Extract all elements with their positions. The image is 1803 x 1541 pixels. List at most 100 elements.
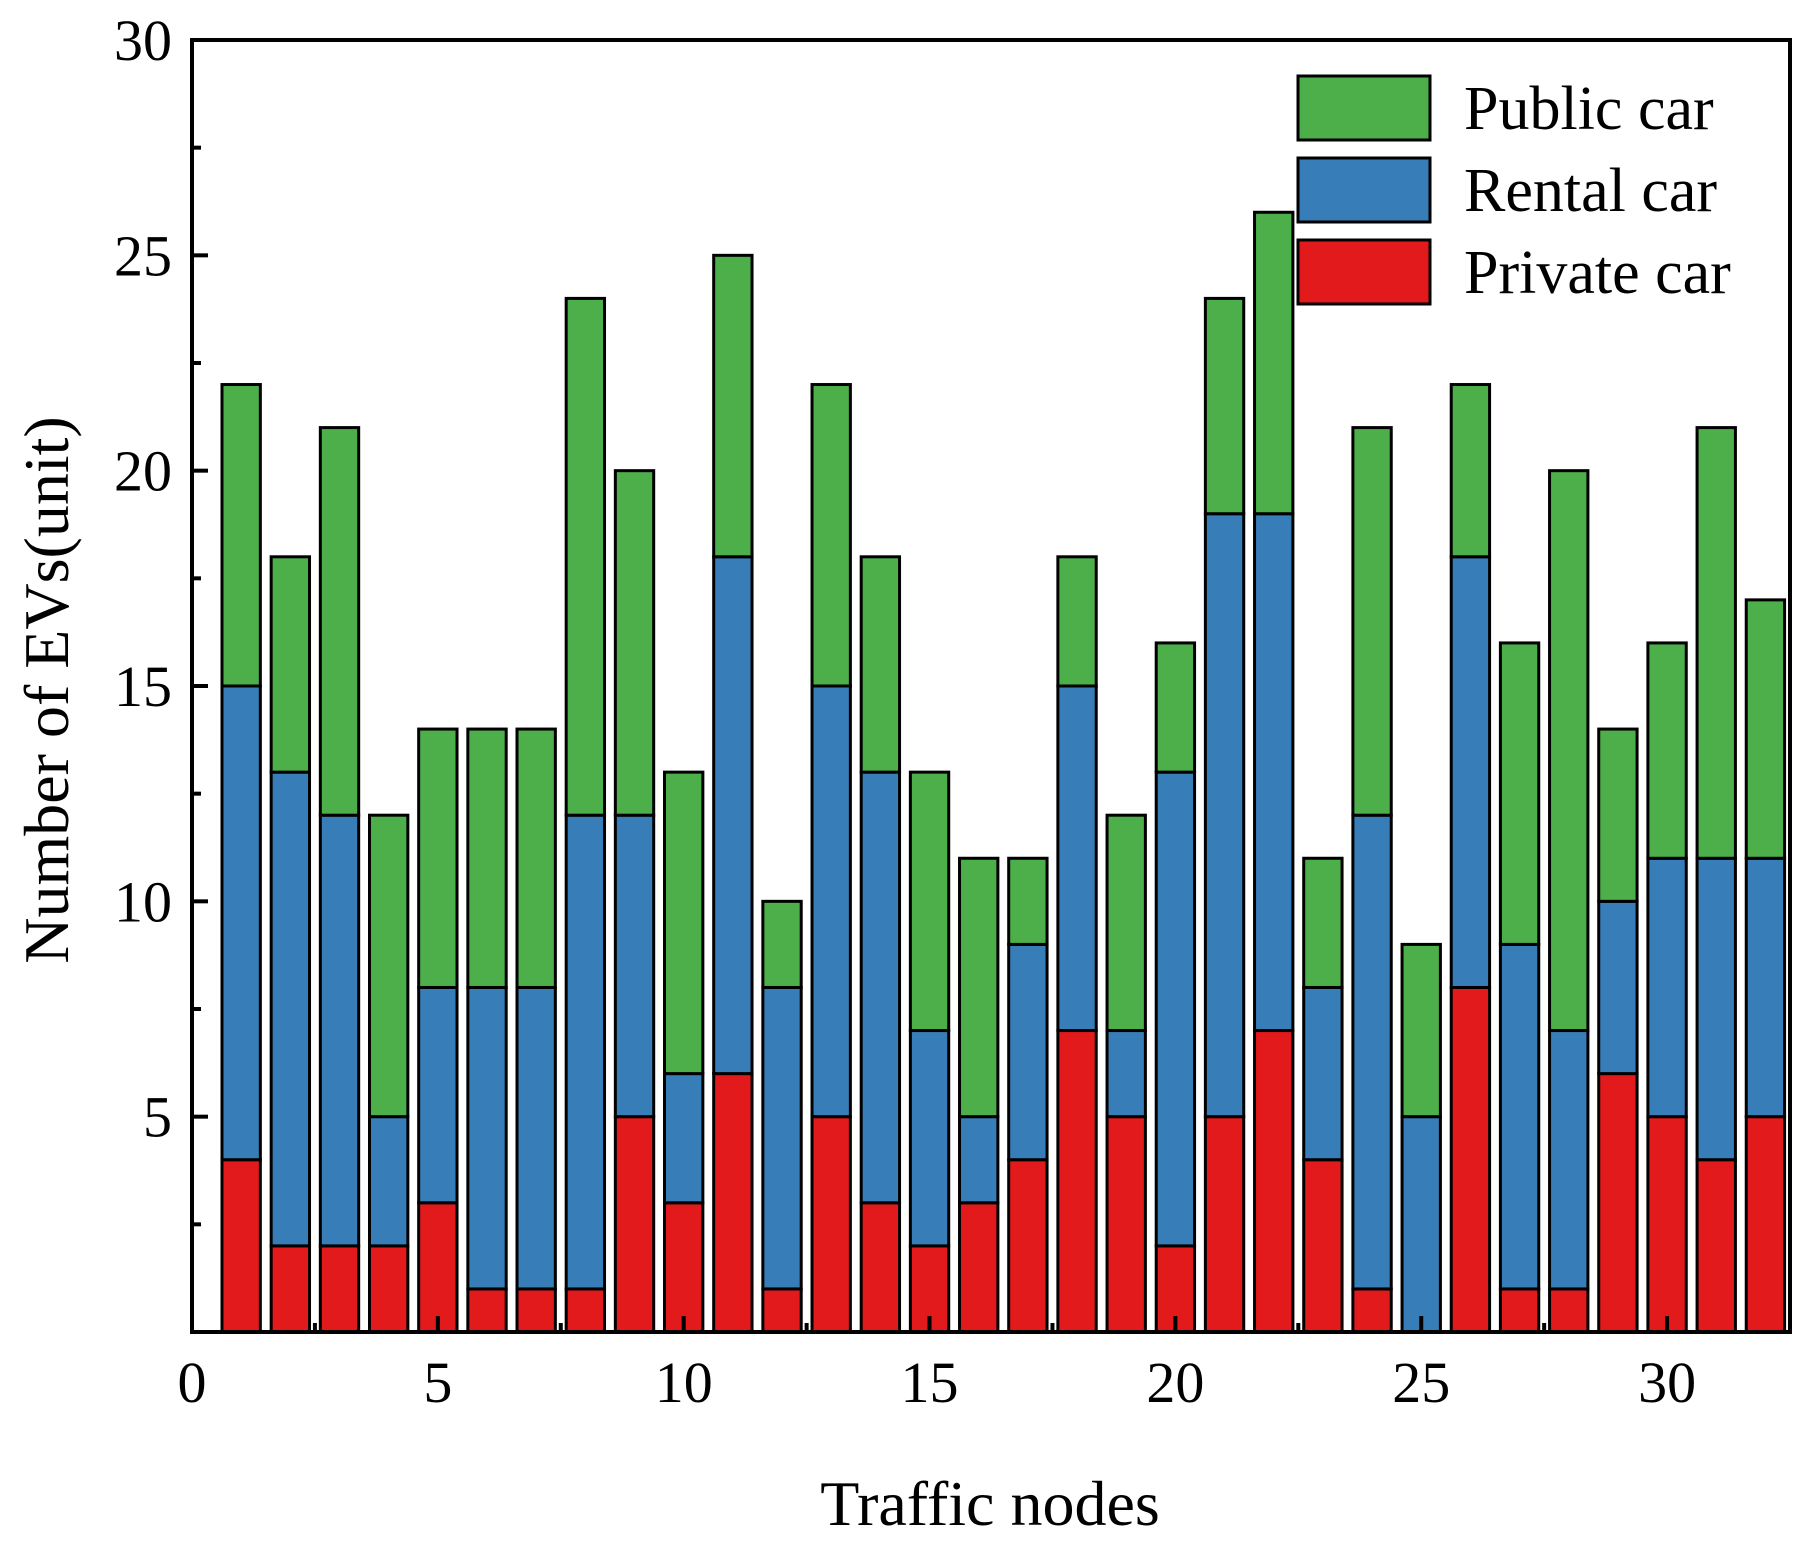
y-tick-label: 25 [114,223,172,288]
x-tick-label: 0 [178,1350,207,1415]
x-tick-label: 5 [423,1350,452,1415]
bar-private-car-node-29 [1597,1072,1639,1334]
legend-swatch-rental-car [1296,156,1432,224]
bar-private-car-node-4 [368,1244,410,1334]
bar-private-car-node-1 [220,1158,262,1334]
bar-public-car-node-12 [761,899,803,989]
bar-rental-car-node-23 [1302,985,1344,1162]
bar-public-car-node-18 [1056,555,1098,688]
y-tick-label: 20 [114,439,172,504]
bar-public-car-node-10 [663,770,705,1076]
x-axis-title: Traffic nodes [820,1468,1160,1539]
bar-public-car-node-28 [1548,469,1590,1033]
bar-rental-car-node-25 [1400,1115,1442,1334]
bar-rental-car-node-6 [466,985,508,1291]
bars-layer [220,210,1787,1334]
bar-public-car-node-3 [318,426,361,817]
bar-rental-car-node-21 [1203,512,1246,1119]
axes-layer: 5 10 15 20 25 30 0 5 10 15 20 25 30 [114,8,1792,1415]
bar-rental-car-node-20 [1154,770,1197,1248]
bar-public-car-node-27 [1498,641,1541,946]
bar-rental-car-node-3 [318,813,361,1248]
x-tick-label: 10 [655,1350,713,1415]
bar-rental-car-node-30 [1646,856,1688,1119]
bar-private-car-node-32 [1744,1115,1787,1334]
bar-private-car-node-11 [712,1072,754,1334]
bar-private-car-node-3 [318,1244,361,1334]
bar-rental-car-node-18 [1056,684,1098,1033]
bar-rental-car-node-5 [417,985,459,1205]
bar-rental-car-node-7 [515,985,557,1291]
bar-rental-car-node-10 [663,1072,705,1205]
bar-private-car-node-7 [515,1287,557,1334]
bar-public-car-node-8 [564,296,607,817]
bar-private-car-node-31 [1695,1158,1737,1334]
bar-private-car-node-9 [613,1115,656,1334]
bar-rental-car-node-17 [1007,942,1049,1162]
bar-rental-car-node-9 [613,813,656,1119]
bar-private-car-node-19 [1105,1115,1147,1334]
bar-rental-car-node-12 [761,985,803,1291]
legend-swatch-public-car [1296,74,1432,142]
bar-rental-car-node-16 [958,1115,1000,1205]
bar-rental-car-node-26 [1449,555,1492,989]
bar-public-car-node-9 [613,469,656,817]
bar-public-car-node-22 [1253,210,1295,516]
bar-public-car-node-2 [269,555,312,774]
bar-private-car-node-22 [1253,1029,1295,1334]
x-tick-label: 25 [1392,1350,1450,1415]
bar-private-car-node-24 [1351,1287,1393,1334]
legend: Public car Rental car Private car [1296,74,1731,307]
bar-public-car-node-32 [1744,598,1787,860]
bar-public-car-node-20 [1154,641,1197,774]
bar-rental-car-node-27 [1498,942,1541,1291]
bar-private-car-node-16 [958,1201,1000,1334]
bar-rental-car-node-28 [1548,1029,1590,1291]
bar-rental-car-node-29 [1597,899,1639,1076]
bar-private-car-node-17 [1007,1158,1049,1334]
bar-public-car-node-7 [515,727,557,989]
bar-public-car-node-16 [958,856,1000,1119]
bar-public-car-node-25 [1400,942,1442,1119]
y-axis-title: Number of EVs(unit) [11,416,82,963]
bar-private-car-node-12 [761,1287,803,1334]
bar-rental-car-node-14 [859,770,902,1205]
bar-public-car-node-6 [466,727,508,989]
bar-rental-car-node-15 [908,1029,951,1248]
bar-rental-car-node-31 [1695,856,1737,1162]
x-tick-label: 20 [1146,1350,1204,1415]
bar-private-car-node-27 [1498,1287,1541,1334]
legend-label: Public car [1464,75,1714,143]
bar-public-car-node-19 [1105,813,1147,1033]
bar-public-car-node-17 [1007,856,1049,946]
legend-label: Private car [1464,239,1731,307]
bar-private-car-node-26 [1449,985,1492,1334]
bar-rental-car-node-2 [269,770,312,1248]
bar-private-car-node-6 [466,1287,508,1334]
bar-private-car-node-5 [417,1201,459,1334]
bar-rental-car-node-1 [220,684,262,1162]
bar-private-car-node-30 [1646,1115,1688,1334]
bar-private-car-node-10 [663,1201,705,1334]
bar-private-car-node-21 [1203,1115,1246,1334]
bar-public-car-node-24 [1351,426,1393,817]
legend-label: Rental car [1464,157,1717,225]
bar-rental-car-node-32 [1744,856,1787,1119]
bar-public-car-node-23 [1302,856,1344,989]
x-tick-label: 30 [1638,1350,1696,1415]
bar-public-car-node-14 [859,555,902,774]
bar-public-car-node-15 [908,770,951,1033]
bar-rental-car-node-4 [368,1115,410,1248]
bar-public-car-node-11 [712,253,754,559]
bar-rental-car-node-11 [712,555,754,1076]
bar-rental-car-node-8 [564,813,607,1291]
bar-rental-car-node-22 [1253,512,1295,1033]
bar-public-car-node-1 [220,383,262,688]
bar-public-car-node-26 [1449,383,1492,559]
x-tick-label: 15 [901,1350,959,1415]
y-tick-label: 5 [143,1085,172,1150]
bar-public-car-node-4 [368,813,410,1119]
bar-private-car-node-28 [1548,1287,1590,1334]
bar-public-car-node-31 [1695,426,1737,860]
bar-public-car-node-5 [417,727,459,989]
